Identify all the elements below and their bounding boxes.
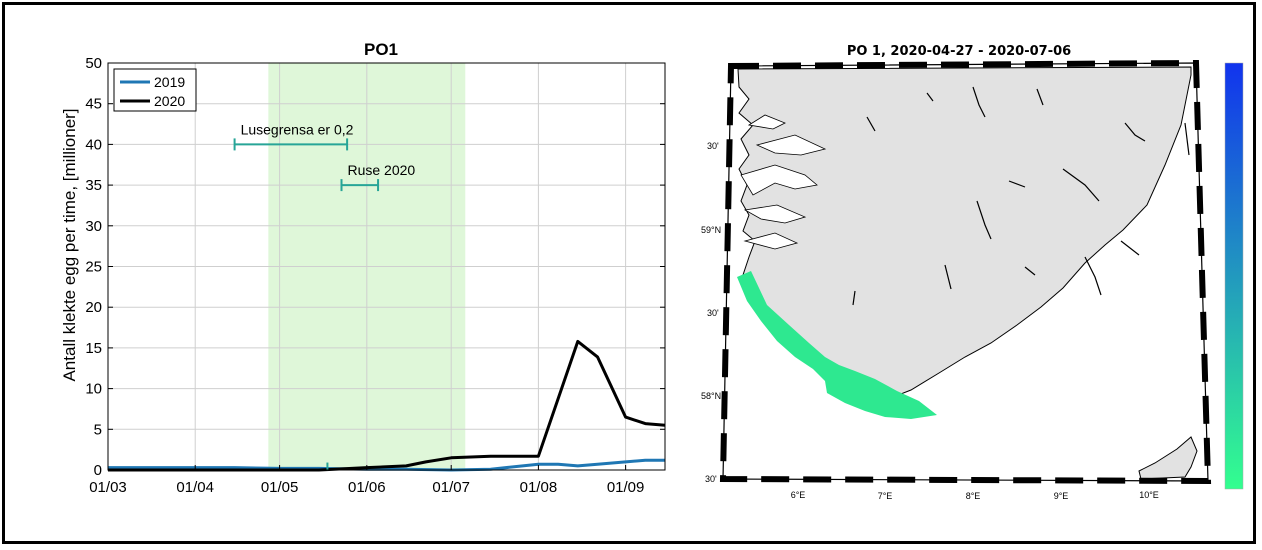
y-tick-label: 5 — [94, 421, 102, 438]
plot-area: Lusegrensa er 0,2 Ruse 2020 0 5 10 15 20 25 30 35… — [85, 55, 666, 496]
lon-label: 8°E — [966, 491, 981, 501]
highlight-zone — [737, 271, 937, 419]
x-tick-label: 01/05 — [261, 479, 299, 496]
y-tick-label: 20 — [85, 299, 102, 316]
y-tick-label: 35 — [85, 177, 102, 194]
x-tick-label: 01/08 — [520, 479, 558, 496]
x-tick-label: 01/09 — [607, 479, 645, 496]
legend-label: 2019 — [154, 74, 185, 90]
lat-label: 30' — [707, 308, 719, 318]
y-tick-label: 15 — [85, 340, 102, 357]
annotation-label: Ruse 2020 — [347, 162, 415, 178]
chart-title: PO1 — [364, 40, 398, 59]
figure-canvas: PO1 Antall klekte egg per time, [million… — [60, 40, 1244, 501]
x-tick-label: 01/04 — [176, 479, 214, 496]
map-panel: PO 1, 2020-04-27 - 2020-07-06 — [701, 44, 1244, 501]
x-tick-label: 01/06 — [348, 479, 386, 496]
map-title: PO 1, 2020-04-27 - 2020-07-06 — [847, 44, 1071, 59]
longitude-labels: 6°E 7°E 8°E 9°E 10°E — [791, 490, 1159, 501]
lon-label: 9°E — [1054, 491, 1069, 501]
y-tick-label: 40 — [85, 136, 102, 153]
figure-frame: PO1 Antall klekte egg per time, [million… — [2, 2, 1256, 544]
latitude-labels: 30' 59°N 30' 58°N 30' — [701, 141, 721, 484]
y-tick-label: 30 — [85, 218, 102, 235]
lon-label: 7°E — [878, 491, 893, 501]
lon-label: 6°E — [791, 490, 806, 500]
y-tick-label: 25 — [85, 259, 102, 276]
lakes — [852, 86, 1190, 306]
y-tick-label: 0 — [94, 462, 102, 479]
legend-box — [113, 68, 197, 112]
annotation-label: Lusegrensa er 0,2 — [241, 121, 354, 137]
lat-label: 58°N — [701, 391, 721, 401]
lat-label: 30' — [707, 141, 719, 151]
legend-label: 2020 — [154, 93, 185, 109]
map-border-inner — [722, 62, 1209, 482]
lat-label: 30' — [705, 474, 717, 484]
time-series-chart: PO1 Antall klekte egg per time, [million… — [60, 40, 666, 496]
lat-label: 59°N — [701, 225, 721, 235]
y-tick-label: 10 — [85, 381, 102, 398]
x-tick-label: 01/07 — [432, 479, 470, 496]
x-tick-label: 01/03 — [89, 479, 127, 496]
y-tick-label: 45 — [85, 96, 102, 113]
y-axis-label: Antall klekte egg per time, [millioner] — [60, 108, 79, 381]
fjords — [740, 114, 827, 250]
y-tick-label: 50 — [85, 55, 102, 72]
lon-label: 10°E — [1139, 490, 1159, 500]
colorbar — [1224, 62, 1244, 490]
